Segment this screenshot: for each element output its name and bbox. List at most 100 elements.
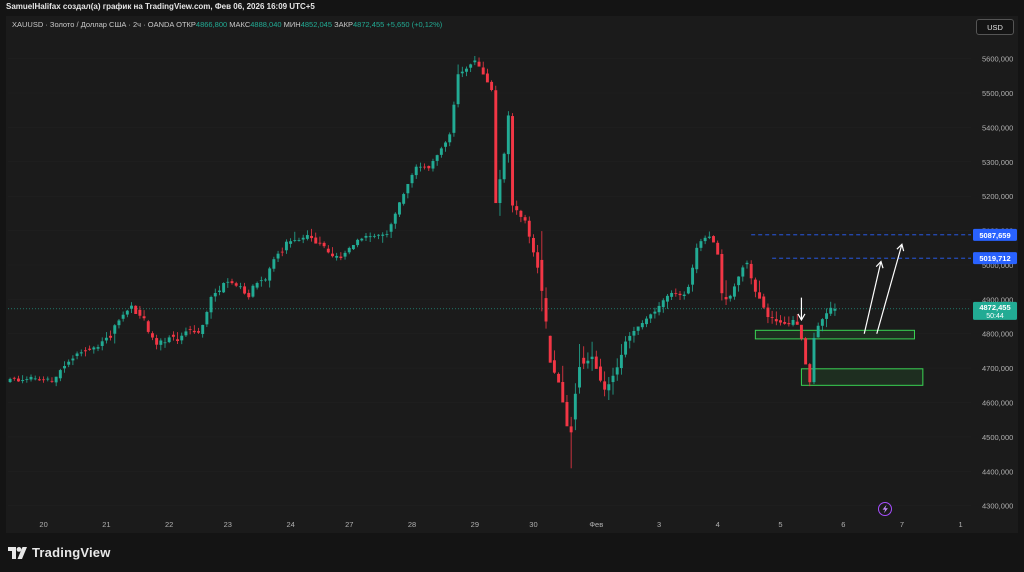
candle [795, 314, 799, 325]
candle [180, 332, 184, 345]
candle [368, 232, 372, 242]
candle [259, 276, 263, 287]
x-tick-label: 28 [408, 520, 416, 529]
candle [670, 290, 674, 301]
candle [92, 346, 96, 354]
candle [230, 278, 234, 285]
x-tick-label: 20 [39, 520, 47, 529]
candle [318, 236, 322, 246]
candle [615, 358, 619, 381]
y-tick-label: 5200,000 [982, 192, 1013, 201]
candle [284, 239, 288, 254]
candle [565, 395, 569, 427]
candle [758, 280, 762, 299]
candle [527, 216, 531, 244]
candle [779, 315, 782, 326]
candle [753, 277, 757, 298]
candle [816, 322, 820, 338]
candle [88, 345, 92, 351]
candle [611, 367, 615, 395]
candle [645, 316, 648, 328]
candle [125, 309, 129, 318]
author-line: SamuelHalifax создал(а) график на Tradin… [6, 2, 315, 11]
candle [418, 162, 422, 172]
candle [783, 316, 787, 325]
lightning-icon[interactable] [878, 502, 892, 516]
countdown-value: 50:44 [986, 313, 1004, 320]
candle [431, 158, 435, 172]
symbol-name[interactable]: XAUUSD · Золото / Доллар США · 2ч · OAND… [12, 20, 175, 29]
low-label: МИН [283, 20, 301, 29]
candle [506, 111, 510, 163]
candle [787, 316, 791, 327]
candle [209, 295, 213, 319]
candle [176, 332, 180, 344]
candle [326, 245, 330, 254]
brand[interactable]: TradingView [8, 545, 111, 560]
candle [812, 332, 816, 385]
candle [276, 250, 280, 262]
candle [444, 141, 448, 152]
candle [197, 327, 200, 334]
candle [586, 352, 590, 369]
candle [619, 344, 623, 375]
candle [226, 278, 230, 288]
candle [699, 238, 703, 252]
candle [314, 232, 318, 244]
candle [410, 173, 414, 188]
candle [280, 247, 284, 257]
candle [289, 238, 293, 248]
currency-button[interactable]: USD [976, 19, 1014, 35]
candle [100, 337, 104, 351]
candle [460, 66, 464, 78]
candle [54, 376, 58, 387]
x-axis: 20 21 22 23 24 27 28 29 30 Фев 3 4 5 6 7 1 [39, 520, 962, 529]
candle [502, 152, 506, 183]
level-price-value: 5087,659 [979, 231, 1010, 240]
x-tick-label: 27 [345, 520, 353, 529]
candle [142, 310, 146, 321]
candle [732, 283, 736, 300]
candle [335, 252, 339, 261]
candle [171, 331, 175, 341]
candle [799, 324, 803, 341]
candle [46, 376, 50, 382]
x-tick-label: 4 [716, 520, 720, 529]
candle [766, 303, 770, 324]
candle [356, 238, 360, 248]
up-arrow [876, 243, 905, 334]
candle [192, 325, 196, 334]
candle [50, 377, 54, 383]
candle [79, 349, 83, 357]
candle [222, 282, 226, 294]
candle [544, 287, 548, 329]
up-arrow [863, 260, 884, 334]
candle [163, 337, 167, 348]
candle [150, 331, 154, 341]
candle [385, 230, 389, 238]
candle [536, 244, 540, 274]
candle [423, 163, 427, 170]
candle [686, 284, 690, 295]
x-tick-label: 22 [165, 520, 173, 529]
low-value: 4852,045 [300, 20, 332, 29]
y-tick-label: 4500,000 [982, 433, 1013, 442]
candle [552, 350, 556, 374]
candle [21, 375, 25, 384]
candle [804, 337, 808, 365]
tradingview-logo-icon [8, 546, 27, 559]
chart-panel[interactable]: 5600,000 5500,000 5400,000 5300,000 5200,000… [6, 16, 1018, 533]
brand-name: TradingView [32, 545, 111, 560]
candle [774, 311, 778, 326]
candle [33, 375, 37, 381]
candle [728, 294, 732, 302]
candle [301, 234, 305, 244]
candle [649, 313, 653, 323]
candle [251, 284, 255, 298]
candlestick-chart[interactable]: 5600,000 5500,000 5400,000 5300,000 5200,000… [6, 16, 1018, 533]
candle [42, 376, 46, 383]
candle [598, 358, 602, 383]
candle [485, 68, 489, 83]
